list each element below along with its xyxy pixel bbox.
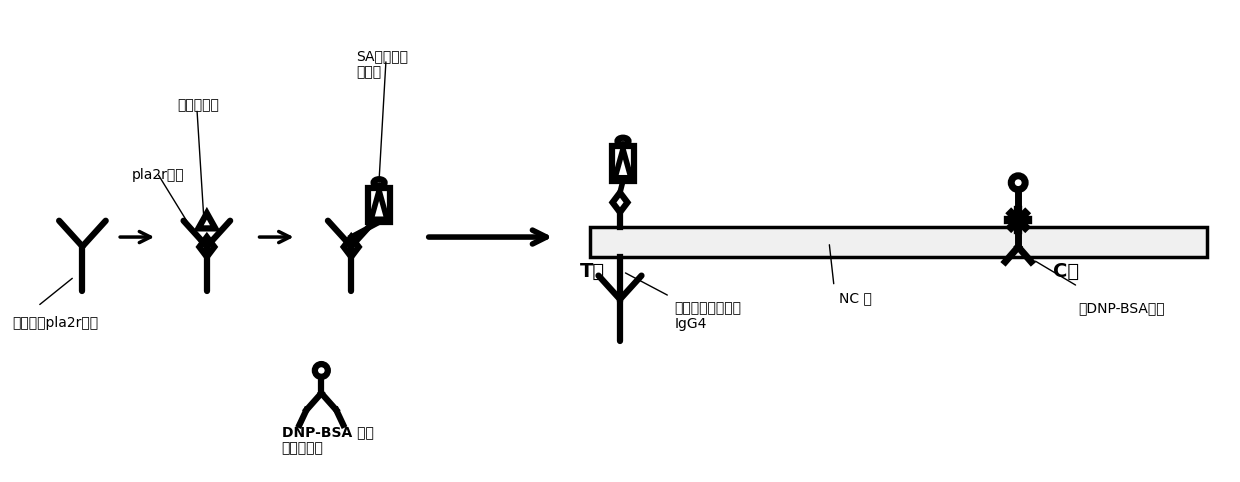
Text: pla2r抗原: pla2r抗原 [133,168,185,182]
Text: T线: T线 [580,262,605,281]
Bar [368,187,391,222]
Text: C线: C线 [1053,262,1079,281]
Text: 抗DNP-BSA抗体: 抗DNP-BSA抗体 [1078,301,1164,315]
Bar [590,227,1208,257]
Text: DNP-BSA 荧光
微球偶联物: DNP-BSA 荧光 微球偶联物 [281,425,373,455]
Text: NC 膜: NC 膜 [839,292,872,306]
Text: 捕获体：如鼠抗人
IgG4: 捕获体：如鼠抗人 IgG4 [675,301,742,332]
Bar [613,146,634,181]
Text: 生物素分子: 生物素分子 [177,99,219,113]
Text: SA荧光微球
偶联物: SA荧光微球 偶联物 [356,49,408,80]
Text: 待测血清pla2r抗体: 待测血清pla2r抗体 [12,316,99,330]
